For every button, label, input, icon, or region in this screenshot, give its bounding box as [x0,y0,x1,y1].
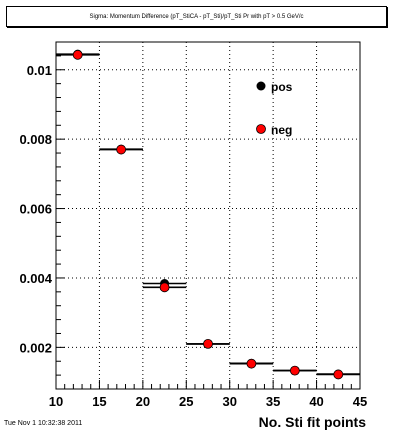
data-point-neg [289,365,300,376]
y-tick-label: 0.006 [19,202,52,217]
y-tick-label: 0.01 [27,63,52,78]
chart-title-box: Sigma: Momentum Difference (pT_StiCA - p… [6,6,387,27]
y-tick-label: 0.008 [19,132,52,147]
data-point-neg [246,358,257,369]
legend-marker-neg [256,124,266,134]
legend-label-pos: pos [271,80,293,94]
y-tick-label: 0.004 [19,271,52,286]
marks-layer [56,49,360,380]
legend: pos neg [256,80,293,137]
x-tick-label: 10 [49,394,63,409]
x-tick-label: 30 [222,394,236,409]
x-tick-label: 20 [136,394,150,409]
x-axis-label: No. Sti fit points [259,414,367,430]
plot-frame [55,41,361,390]
legend-label-neg: neg [271,123,292,137]
x-tick-label: 45 [353,394,367,409]
axis-layer: 10 15 20 25 30 35 40 45 0.002 0.004 0.006 0.008 0.01 [19,41,367,409]
data-point-neg [333,369,344,380]
x-tick-label: 35 [266,394,280,409]
data-point-neg [159,282,170,293]
data-point-neg [72,49,83,60]
legend-marker-pos [256,81,266,91]
y-tick-label: 0.002 [19,340,52,355]
grid-layer [56,42,360,389]
data-point-neg [116,144,127,155]
x-tick-label: 40 [309,394,323,409]
timestamp-footer: Tue Nov 1 10:32:38 2011 [4,420,83,427]
x-tick-label: 25 [179,394,193,409]
data-point-neg [203,338,213,349]
chart-title: Sigma: Momentum Difference (pT_StiCA - p… [89,13,304,20]
x-tick-label: 15 [92,394,106,409]
